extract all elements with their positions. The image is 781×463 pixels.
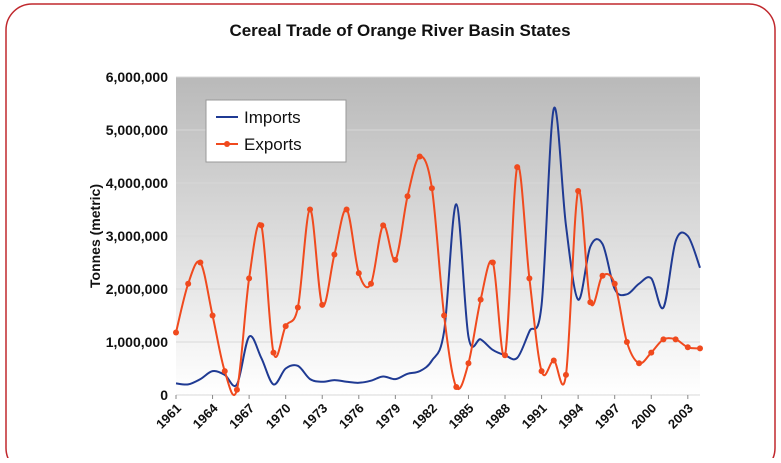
data-point (319, 301, 326, 308)
data-point (209, 312, 216, 319)
data-point (453, 384, 460, 391)
data-point (623, 339, 630, 345)
y-axis-label: Tonnes (metric) (87, 184, 103, 288)
data-point (562, 371, 569, 378)
data-point (428, 185, 435, 192)
data-point (380, 222, 387, 229)
legend-box (205, 99, 347, 163)
data-point (270, 349, 277, 356)
data-point (672, 336, 679, 343)
legend-marker (224, 141, 230, 147)
y-tick-label: 0 (160, 387, 168, 403)
data-point (587, 299, 594, 306)
data-point (526, 275, 533, 282)
data-point (221, 368, 228, 375)
data-point (197, 259, 204, 266)
data-point (331, 251, 338, 258)
y-tick-label: 4,000,000 (106, 175, 168, 191)
data-point (173, 329, 179, 336)
data-point (258, 222, 265, 229)
chart-title: Cereal Trade of Orange River Basin State… (229, 21, 570, 40)
series-line (175, 106, 701, 387)
data-point (355, 270, 362, 277)
data-point (185, 280, 192, 287)
data-point (404, 193, 411, 200)
legend-label: Exports (244, 135, 302, 154)
data-point (611, 280, 618, 287)
y-tick-label: 6,000,000 (106, 69, 168, 85)
data-point (514, 164, 521, 171)
y-tick-label: 5,000,000 (106, 122, 168, 138)
y-tick-label: 3,000,000 (106, 228, 168, 244)
data-point (282, 323, 289, 330)
data-point (538, 368, 545, 375)
data-point (550, 357, 557, 364)
data-point (441, 312, 448, 319)
legend-label: Imports (244, 108, 301, 127)
data-point (599, 272, 606, 279)
data-point (416, 153, 423, 160)
data-point (392, 256, 399, 263)
data-point (233, 386, 240, 393)
data-point (489, 259, 496, 266)
data-point (648, 349, 655, 356)
data-point (246, 275, 253, 282)
data-point (684, 344, 691, 351)
data-point (294, 304, 301, 311)
data-point (575, 187, 582, 194)
data-point (343, 206, 350, 213)
data-point (307, 206, 314, 213)
data-point (697, 345, 703, 352)
y-tick-label: 2,000,000 (106, 281, 168, 297)
data-point (367, 280, 374, 287)
data-point (502, 352, 509, 359)
data-point (465, 360, 472, 367)
y-tick-label: 1,000,000 (106, 334, 168, 350)
data-point (636, 360, 643, 367)
data-point (477, 296, 484, 303)
data-point (660, 336, 667, 343)
